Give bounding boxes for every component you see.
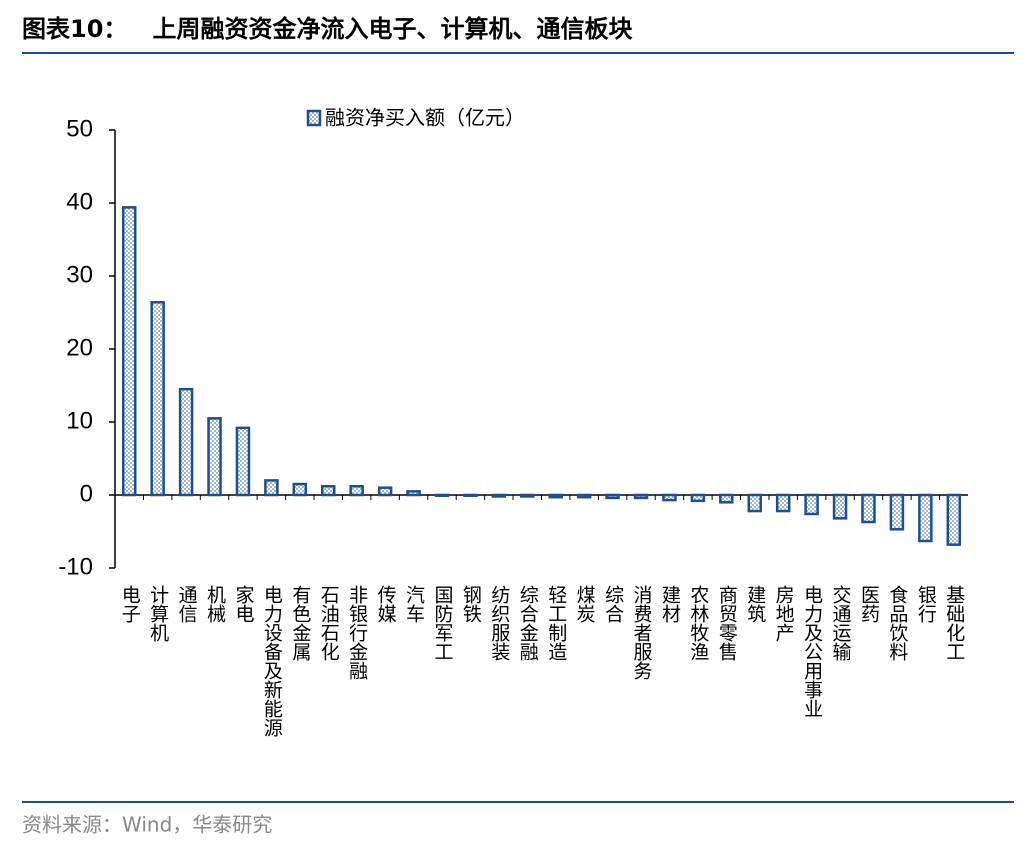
bar bbox=[520, 493, 535, 498]
x-tick-label: 建材 bbox=[659, 585, 681, 623]
source: 资料来源：Wind，华泰研究 bbox=[22, 813, 272, 837]
bar bbox=[662, 493, 677, 502]
x-tick-label: 房地产 bbox=[773, 585, 795, 642]
bar bbox=[434, 493, 450, 497]
x-tick-label: 食品饮料 bbox=[886, 585, 908, 661]
bar bbox=[918, 493, 933, 543]
x-tick-label: 商贸零售 bbox=[716, 585, 738, 661]
bar bbox=[463, 493, 478, 497]
bar bbox=[491, 493, 507, 498]
x-tick-label: 计算机 bbox=[147, 585, 169, 642]
bar bbox=[804, 493, 819, 516]
bar bbox=[264, 479, 279, 497]
bar bbox=[150, 301, 165, 497]
y-tick-label: 30 bbox=[66, 261, 93, 288]
y-tick-label: 20 bbox=[66, 334, 93, 361]
x-tick-label: 银行 bbox=[915, 585, 937, 623]
bar bbox=[377, 486, 393, 497]
x-tick-label: 石油石化 bbox=[318, 585, 340, 661]
x-tick-label: 机械 bbox=[204, 585, 226, 623]
x-tick-label: 国防军工 bbox=[431, 585, 453, 661]
y-tick-label: 0 bbox=[80, 480, 93, 507]
x-tick-label: 电力设备及新能源 bbox=[261, 585, 283, 738]
x-tick-label: 家电 bbox=[232, 585, 254, 623]
x-tick-label: 基础化工 bbox=[943, 585, 965, 661]
bar bbox=[121, 206, 137, 497]
bar bbox=[747, 493, 762, 513]
x-tick-label: 传媒 bbox=[375, 585, 397, 623]
y-tick-label: 50 bbox=[66, 115, 93, 142]
x-tick-label: 农林牧渔 bbox=[687, 585, 709, 661]
y-tick-label: -10 bbox=[58, 553, 93, 580]
bar bbox=[406, 490, 421, 497]
x-tick-label: 通信 bbox=[176, 585, 198, 623]
y-tick-label: 40 bbox=[66, 188, 93, 215]
x-tick-label: 综合 bbox=[602, 585, 624, 623]
bar bbox=[775, 493, 791, 513]
bar bbox=[292, 482, 308, 497]
x-tick-label: 汽车 bbox=[403, 585, 425, 623]
x-tick-label: 非银行金融 bbox=[346, 585, 368, 680]
x-tick-label: 煤炭 bbox=[574, 585, 596, 623]
x-tick-label: 轻工制造 bbox=[545, 585, 567, 661]
bar bbox=[235, 426, 251, 497]
x-tick-label: 消费者服务 bbox=[631, 585, 653, 680]
x-tick-label: 电力及公用事业 bbox=[801, 585, 823, 718]
x-tick-label: 纺织服装 bbox=[488, 585, 510, 661]
bar bbox=[832, 493, 848, 520]
x-tick-label: 电子 bbox=[119, 585, 141, 623]
bar bbox=[321, 484, 336, 497]
bar bbox=[576, 493, 592, 499]
x-tick-label: 钢铁 bbox=[460, 585, 482, 623]
bar bbox=[889, 493, 905, 531]
x-tick-label: 有色金属 bbox=[289, 585, 311, 662]
legend-swatch bbox=[306, 109, 322, 127]
x-tick-label: 交通运输 bbox=[830, 585, 852, 661]
x-tick-label: 综合金融 bbox=[517, 585, 539, 661]
bar bbox=[548, 493, 563, 499]
bar bbox=[207, 417, 222, 497]
legend-label: 融资净买入额（亿元） bbox=[325, 106, 525, 130]
x-tick-label: 医药 bbox=[858, 585, 880, 623]
bar bbox=[946, 493, 962, 546]
y-tick-label: 10 bbox=[66, 407, 93, 434]
bar bbox=[178, 387, 194, 497]
bar bbox=[633, 493, 649, 500]
bar bbox=[690, 493, 706, 503]
bar bbox=[719, 493, 734, 504]
chart-title: 图表10： 上周融资资金净流入电子、计算机、通信板块 bbox=[22, 15, 632, 43]
bar bbox=[605, 493, 620, 500]
bar bbox=[349, 484, 364, 497]
x-tick-label: 建筑 bbox=[744, 585, 766, 623]
bar bbox=[861, 493, 876, 524]
